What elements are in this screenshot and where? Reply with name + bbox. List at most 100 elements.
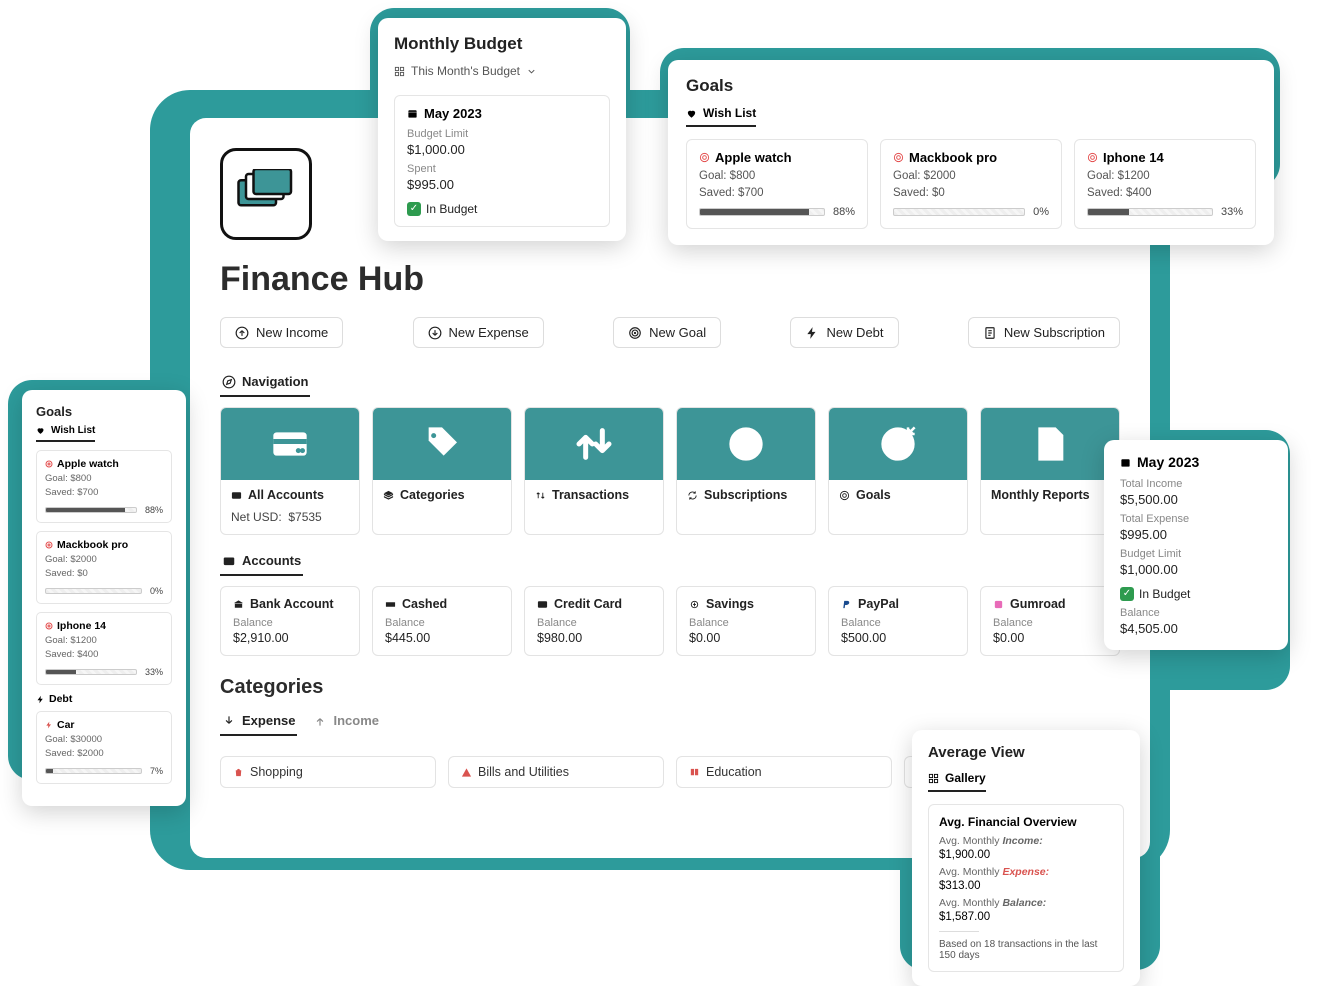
- balance-label: Balance: [1120, 607, 1272, 619]
- progress-fill: [700, 209, 809, 215]
- progress-pct: 88%: [833, 206, 855, 218]
- goal-macbook[interactable]: Mackbook proGoal: $2000Saved: $00%: [36, 531, 172, 604]
- nav-grid: All Accounts Net USD: $7535 Categories T…: [220, 407, 1120, 535]
- progress-bar: [45, 588, 142, 594]
- bullseye-icon: [1087, 152, 1098, 163]
- goal-name-text: Iphone 14: [1103, 150, 1164, 165]
- calendar-icon: [407, 108, 418, 119]
- goal-apple-watch[interactable]: Apple watchGoal: $800Saved: $70088%: [36, 450, 172, 523]
- tab-label: Wish List: [703, 106, 756, 120]
- progress-bar: [45, 768, 142, 774]
- new-expense-button[interactable]: New Expense: [413, 317, 544, 348]
- debt-tab[interactable]: Debt: [36, 693, 172, 705]
- page-title: Finance Hub: [220, 260, 1120, 299]
- new-goal-button[interactable]: New Goal: [613, 317, 721, 348]
- progress-fill: [46, 670, 76, 674]
- limit-value: $1,000.00: [1120, 562, 1272, 577]
- button-label: New Goal: [649, 325, 706, 340]
- tab-navigation[interactable]: Navigation: [220, 370, 310, 397]
- small-goals-panel: Goals Wish List Apple watchGoal: $800Sav…: [22, 390, 186, 806]
- gumroad-icon: [993, 599, 1004, 610]
- category-education[interactable]: Education: [676, 756, 892, 788]
- divider: [939, 931, 979, 932]
- bag-icon: [233, 767, 244, 778]
- summary-period: May 2023: [1137, 454, 1199, 470]
- balance-label: Balance: [537, 617, 651, 629]
- tile-sublabel: Net USD:: [231, 510, 282, 524]
- tile-label: Subscriptions: [704, 488, 787, 502]
- app-logo: [220, 148, 312, 240]
- swap-icon: [535, 490, 546, 501]
- tab-label: Gallery: [945, 771, 986, 785]
- tile-label: Goals: [856, 488, 891, 502]
- tab-label: Wish List: [51, 425, 95, 436]
- tab-income[interactable]: Income: [311, 709, 381, 736]
- new-income-button[interactable]: New Income: [220, 317, 343, 348]
- goal-target: Goal: $1200: [1087, 170, 1243, 182]
- balance-label: Balance: [841, 617, 955, 629]
- book-icon: [689, 767, 700, 778]
- goal-saved: Saved: $700: [45, 487, 163, 498]
- new-subscription-button[interactable]: New Subscription: [968, 317, 1120, 348]
- account-card-savings[interactable]: SavingsBalance$0.00: [676, 586, 816, 656]
- avg-balance-label: Avg. Monthly: [939, 897, 1000, 909]
- piggy-icon: [689, 599, 700, 610]
- bullseye-icon: [839, 490, 850, 501]
- refresh-dollar-icon: [726, 424, 766, 464]
- limit-label: Budget Limit: [1120, 548, 1272, 560]
- category-bills[interactable]: Bills and Utilities: [448, 756, 664, 788]
- nav-tile-goals[interactable]: Goals: [828, 407, 968, 535]
- account-name: Credit Card: [554, 597, 622, 611]
- expense-label: Total Expense: [1120, 513, 1272, 525]
- balance-value: $4,505.00: [1120, 621, 1272, 636]
- account-card-credit[interactable]: Credit CardBalance$980.00: [524, 586, 664, 656]
- account-card-paypal[interactable]: PayPalBalance$500.00: [828, 586, 968, 656]
- nav-tile-reports[interactable]: Monthly Reports: [980, 407, 1120, 535]
- tile-value: $7535: [288, 510, 321, 524]
- account-card-cashed[interactable]: CashedBalance$445.00: [372, 586, 512, 656]
- stack-icon: [383, 490, 394, 501]
- nav-tile-accounts[interactable]: All Accounts Net USD: $7535: [220, 407, 360, 535]
- progress-bar: [893, 208, 1025, 216]
- account-name: Gumroad: [1010, 597, 1066, 611]
- receipt-icon: [983, 326, 997, 340]
- debt-car[interactable]: CarGoal: $30000Saved: $20007%: [36, 711, 172, 784]
- avg-income-em: Income:: [1002, 835, 1042, 847]
- budget-card[interactable]: May 2023 Budget Limit $1,000.00 Spent $9…: [394, 95, 610, 227]
- goal-apple-watch[interactable]: Apple watch Goal: $800 Saved: $700 88%: [686, 139, 868, 229]
- limit-label: Budget Limit: [407, 128, 597, 140]
- nav-tile-subscriptions[interactable]: Subscriptions: [676, 407, 816, 535]
- wishlist-tab[interactable]: Wish List: [36, 425, 95, 442]
- gallery-tab[interactable]: Gallery: [928, 771, 986, 792]
- tab-expense[interactable]: Expense: [220, 709, 297, 736]
- avg-card[interactable]: Avg. Financial Overview Avg. Monthly Inc…: [928, 804, 1124, 972]
- goal-macbook[interactable]: Mackbook pro Goal: $2000 Saved: $0 0%: [880, 139, 1062, 229]
- paypal-icon: [841, 599, 852, 610]
- warning-icon: [461, 767, 472, 778]
- account-card-bank[interactable]: Bank AccountBalance$2,910.00: [220, 586, 360, 656]
- progress-pct: 7%: [150, 766, 163, 776]
- wishlist-tab[interactable]: Wish List: [686, 106, 756, 127]
- grid-icon: [394, 66, 405, 77]
- account-card-gumroad[interactable]: GumroadBalance$0.00: [980, 586, 1120, 656]
- goal-saved: Saved: $0: [893, 187, 1049, 199]
- goal-iphone[interactable]: Iphone 14Goal: $1200Saved: $40033%: [36, 612, 172, 685]
- status-badge: ✓In Budget: [1120, 587, 1190, 601]
- goal-iphone[interactable]: Iphone 14 Goal: $1200 Saved: $400 33%: [1074, 139, 1256, 229]
- check-icon: ✓: [1120, 587, 1134, 601]
- nav-tile-categories[interactable]: Categories: [372, 407, 512, 535]
- button-label: New Subscription: [1004, 325, 1105, 340]
- debt-name-text: Car: [57, 719, 75, 731]
- bullseye-icon: [45, 622, 53, 630]
- tile-label: Categories: [400, 488, 465, 502]
- balance-value: $0.00: [993, 631, 1107, 645]
- budget-subtab[interactable]: This Month's Budget: [394, 64, 537, 83]
- category-shopping[interactable]: Shopping: [220, 756, 436, 788]
- progress-fill: [46, 769, 53, 773]
- nav-tile-transactions[interactable]: Transactions: [524, 407, 664, 535]
- new-debt-button[interactable]: New Debt: [790, 317, 898, 348]
- spent-value: $995.00: [407, 177, 597, 192]
- bullseye-icon: [893, 152, 904, 163]
- avg-header: Avg. Financial Overview: [939, 815, 1113, 829]
- tab-accounts[interactable]: Accounts: [220, 549, 303, 576]
